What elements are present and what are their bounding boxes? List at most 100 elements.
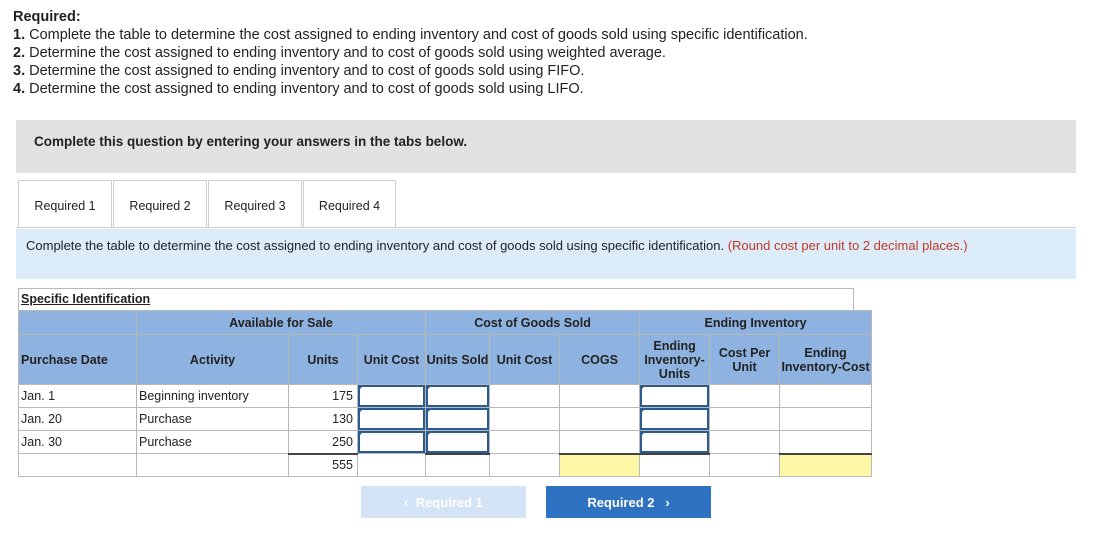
required-item-3: 3. Determine the cost assigned to ending…: [13, 63, 585, 79]
header-cost-of-goods-sold: Cost of Goods Sold: [425, 310, 641, 335]
ending-units-input-jan-30[interactable]: [640, 431, 710, 453]
required-item-2: 2. Determine the cost assigned to ending…: [13, 45, 666, 61]
ending-cost-cell: [779, 384, 873, 408]
tab-divider: [16, 227, 1076, 228]
col-ending-cost: Ending Inventory-Cost: [779, 334, 873, 385]
ending-units-cell: [639, 384, 711, 408]
row-units: 130: [288, 407, 358, 431]
input-flag-icon: [358, 431, 364, 437]
specific-identification-table: Available for Sale Cost of Goods Sold En…: [18, 310, 873, 477]
units-sold-cell: [425, 384, 491, 408]
total-cogs-cell: [559, 452, 641, 477]
row-units: 175: [288, 384, 358, 408]
table-row: Jan. 1 Beginning inventory 175: [18, 384, 873, 408]
total-activity-cell: [136, 453, 289, 477]
input-flag-icon: [358, 385, 364, 391]
total-units-sold-cell: [425, 452, 491, 477]
rounding-note: (Round cost per unit to 2 decimal places…: [727, 238, 968, 253]
cogs-cell: [559, 407, 641, 431]
col-purchase-date: Purchase Date: [18, 334, 137, 385]
ending-cost-cell: [779, 407, 873, 431]
specific-identification-table-wrap: Specific Identification Available for Sa…: [18, 288, 873, 477]
total-units: 555: [288, 452, 358, 477]
total-row: 555: [18, 452, 873, 477]
tab-required-1[interactable]: Required 1: [18, 180, 112, 228]
header-blank: [18, 310, 137, 335]
col-ending-units: Ending Inventory-Units: [639, 334, 711, 385]
cogs-unit-cost-cell: [489, 430, 561, 454]
tab-bar: Required 1 Required 2 Required 3 Require…: [18, 180, 397, 228]
row-activity: Purchase: [136, 407, 289, 431]
cogs-cell: [559, 384, 641, 408]
cogs-unit-cost-cell: [489, 384, 561, 408]
required-heading: Required:: [13, 9, 81, 25]
prev-button-label: Required 1: [415, 495, 483, 510]
header-available-for-sale: Available for Sale: [135, 310, 427, 335]
next-required-button[interactable]: Required 2 ›: [546, 486, 711, 518]
input-flag-icon: [640, 431, 647, 437]
col-units-sold: Units Sold: [425, 334, 491, 385]
units-sold-input-jan-30[interactable]: [426, 431, 490, 453]
units-sold-cell: [425, 407, 491, 431]
row-date: Jan. 20: [18, 407, 137, 431]
total-ending-cost-cell: [779, 452, 873, 477]
col-cost-per-unit: Cost Per Unit: [709, 334, 781, 385]
prev-required-button[interactable]: ‹ Required 1: [361, 486, 526, 518]
row-units: 250: [288, 430, 358, 454]
unit-cost-input-jan-20[interactable]: [358, 408, 426, 430]
row-date: Jan. 30: [18, 430, 137, 454]
chevron-left-icon: ‹: [404, 495, 409, 510]
tab-required-4[interactable]: Required 4: [303, 180, 396, 228]
col-units: Units: [288, 334, 358, 385]
cost-per-unit-cell: [709, 407, 781, 431]
required-instructions: Required: 1. Complete the table to deter…: [13, 8, 808, 98]
ending-cost-cell: [779, 430, 873, 454]
unit-cost-input-jan-1[interactable]: [358, 385, 426, 407]
chevron-right-icon: ›: [665, 495, 670, 510]
unit-cost-cell: [356, 430, 427, 454]
input-flag-icon: [640, 408, 647, 414]
tabs-banner: Complete this question by entering your …: [16, 120, 1076, 173]
input-flag-icon: [426, 385, 433, 391]
input-flag-icon: [426, 408, 433, 414]
required-item-4: 4. Determine the cost assigned to ending…: [13, 81, 584, 97]
table-title: Specific Identification: [18, 288, 854, 310]
units-sold-cell: [425, 430, 491, 454]
row-date: Jan. 1: [18, 384, 137, 408]
input-flag-icon: [640, 385, 647, 391]
tab-required-2[interactable]: Required 2: [113, 180, 207, 228]
total-cogs-unit-cost-cell: [489, 453, 561, 477]
col-cogs: COGS: [559, 334, 641, 385]
unit-cost-cell: [356, 384, 427, 408]
ending-units-input-jan-1[interactable]: [640, 385, 710, 407]
units-sold-input-jan-20[interactable]: [426, 408, 490, 430]
table-row: Jan. 30 Purchase 250: [18, 430, 873, 454]
total-ending-units-cell: [639, 452, 711, 477]
total-date-cell: [18, 453, 137, 477]
cost-per-unit-cell: [709, 430, 781, 454]
unit-cost-cell: [356, 407, 427, 431]
next-button-label: Required 2: [587, 495, 655, 510]
col-activity: Activity: [136, 334, 289, 385]
cogs-cell: [559, 430, 641, 454]
header-ending-inventory: Ending Inventory: [639, 310, 873, 335]
row-activity: Purchase: [136, 430, 289, 454]
input-flag-icon: [426, 431, 433, 437]
units-sold-input-jan-1[interactable]: [426, 385, 490, 407]
cogs-unit-cost-cell: [489, 407, 561, 431]
required-item-1: 1. Complete the table to determine the c…: [13, 27, 808, 43]
col-unit-cost: Unit Cost: [356, 334, 427, 385]
ending-units-cell: [639, 407, 711, 431]
row-activity: Beginning inventory: [136, 384, 289, 408]
question-instruction: Complete the table to determine the cost…: [16, 229, 1076, 279]
input-flag-icon: [358, 408, 364, 414]
total-unit-cost-cell: [356, 453, 427, 477]
col-cogs-unit-cost: Unit Cost: [489, 334, 561, 385]
tab-required-3[interactable]: Required 3: [208, 180, 302, 228]
ending-units-cell: [639, 430, 711, 454]
cost-per-unit-cell: [709, 384, 781, 408]
unit-cost-input-jan-30[interactable]: [358, 431, 426, 453]
table-row: Jan. 20 Purchase 130: [18, 407, 873, 431]
total-cost-per-unit-cell: [709, 453, 781, 477]
ending-units-input-jan-20[interactable]: [640, 408, 710, 430]
